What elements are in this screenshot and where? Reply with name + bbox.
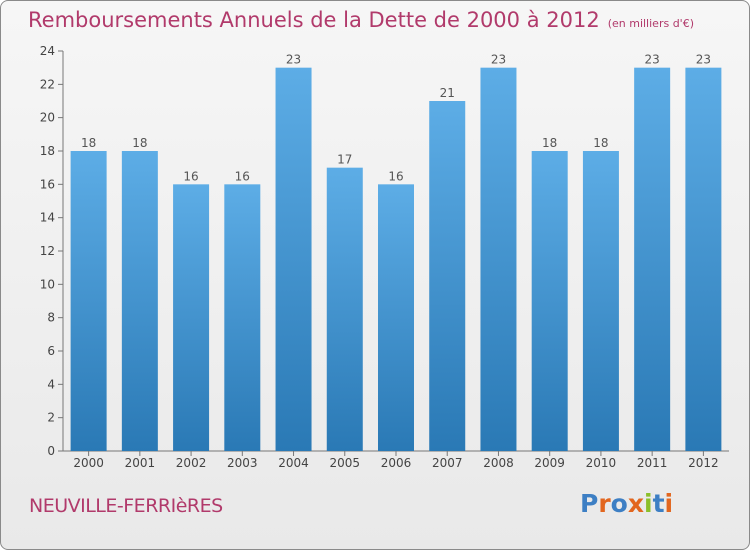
x-tick-label: 2012: [688, 456, 719, 470]
logo-letter: t: [652, 489, 665, 518]
x-tick-label: 2006: [381, 456, 412, 470]
y-tick-label: 16: [40, 177, 55, 191]
y-tick-label: 4: [47, 377, 55, 391]
bar-2004: [275, 67, 312, 452]
data-label: 18: [593, 136, 608, 150]
bar-2006: [378, 184, 414, 452]
data-label: 23: [491, 53, 506, 67]
chart-title-text: Remboursements Annuels de la Dette de 20…: [28, 8, 600, 32]
logo-letter: P: [580, 489, 599, 518]
data-label: 16: [183, 169, 198, 183]
x-tick-label: 2005: [329, 456, 360, 470]
y-tick-label: 12: [40, 244, 55, 258]
logo-letter: r: [598, 489, 611, 518]
data-label: 18: [542, 136, 557, 150]
data-label: 23: [286, 53, 301, 67]
data-label: 17: [337, 153, 352, 167]
bar-2000: [70, 151, 107, 451]
bar-2009: [531, 151, 568, 451]
y-tick-label: 8: [47, 311, 55, 325]
bar-2012: [685, 67, 722, 452]
y-tick-label: 24: [40, 44, 55, 58]
y-tick-label: 18: [40, 144, 55, 158]
bar-2005: [326, 167, 363, 451]
x-tick-label: 2002: [176, 456, 207, 470]
commune-name: NEUVILLE-FERRIèRES: [29, 495, 223, 517]
y-tick-label: 0: [47, 444, 55, 458]
x-tick-label: 2003: [227, 456, 258, 470]
bar-2003: [224, 184, 261, 452]
x-tick-label: 2009: [534, 456, 565, 470]
x-tick-label: 2010: [586, 456, 617, 470]
x-tick-label: 2011: [637, 456, 668, 470]
chart-unit: (en milliers d'€): [607, 17, 694, 30]
data-label: 16: [235, 169, 250, 183]
bar-2002: [173, 184, 210, 452]
logo-letter: x: [627, 489, 644, 518]
bar-2007: [429, 101, 466, 451]
data-label: 18: [132, 136, 147, 150]
data-label: 23: [645, 53, 660, 67]
x-tick-label: 2001: [125, 456, 156, 470]
x-tick-label: 2000: [73, 456, 104, 470]
y-tick-label: 20: [40, 111, 55, 125]
data-label: 18: [81, 136, 96, 150]
logo-letter: o: [610, 489, 628, 518]
bar-2011: [634, 67, 671, 452]
y-tick-label: 22: [40, 77, 55, 91]
x-tick-label: 2004: [278, 456, 309, 470]
bar-2001: [121, 151, 158, 451]
data-label: 16: [388, 169, 403, 183]
bar-2010: [582, 151, 619, 451]
bars: [70, 67, 722, 452]
y-tick-label: 14: [40, 211, 55, 225]
data-label: 21: [440, 86, 455, 100]
logo-letter: i: [664, 489, 674, 518]
y-tick-label: 2: [47, 411, 55, 425]
data-labels: 18 18 16 16 23 17 16 21 23 18 18 23 23: [81, 53, 711, 184]
y-tick-label: 10: [40, 277, 55, 291]
logo-letter: i: [644, 489, 653, 518]
x-tick-label: 2008: [483, 456, 514, 470]
x-tick-label: 2007: [432, 456, 463, 470]
y-tick-label: 6: [47, 344, 55, 358]
chart-title: Remboursements Annuels de la Dette de 20…: [28, 8, 694, 32]
data-label: 23: [696, 53, 711, 67]
proxiti-logo: Proxiti: [580, 489, 673, 518]
bar-2008: [480, 67, 517, 452]
